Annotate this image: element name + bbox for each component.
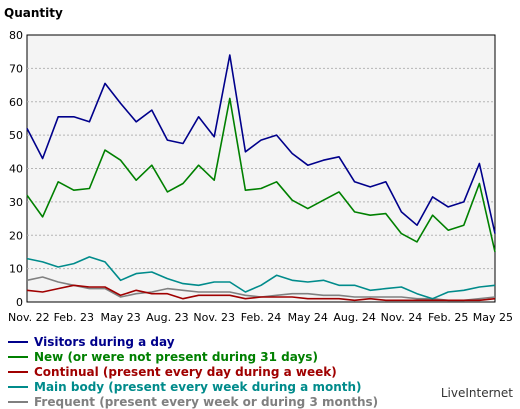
y-tick-label: 80 xyxy=(9,29,23,42)
x-tick-label: Aug. 24 xyxy=(333,311,375,324)
y-axis-title: Quantity xyxy=(4,6,63,20)
legend-swatch-continual xyxy=(8,370,28,373)
x-tick-label: Nov. 24 xyxy=(381,311,423,324)
legend-swatch-main-body xyxy=(8,385,28,388)
y-tick-label: 50 xyxy=(9,129,23,142)
legend-label-frequent: Frequent (present every week or during 3… xyxy=(34,394,379,409)
x-tick-label: Nov. 22 xyxy=(8,311,50,324)
legend-item-main-body: Main body (present every week during a m… xyxy=(8,379,388,394)
series-line-1 xyxy=(26,97,496,253)
y-tick-label: 0 xyxy=(16,296,23,309)
x-tick-label: Feb. 23 xyxy=(54,311,94,324)
series-line-0 xyxy=(26,54,496,234)
series-lines xyxy=(26,54,496,302)
legend-label-visitors: Visitors during a day xyxy=(34,334,175,349)
legend-item-visitors: Visitors during a day xyxy=(8,334,388,349)
series-line-3 xyxy=(26,256,496,300)
x-tick-label: Aug. 23 xyxy=(146,311,188,324)
legend-label-new: New (or were not present during 31 days) xyxy=(34,349,318,364)
y-tick-label: 70 xyxy=(9,62,23,75)
y-tick-label: 30 xyxy=(9,196,23,209)
x-axis-ticks: Nov. 22 Feb. 23 May 23 Aug. 23 Nov. 23 Feb. 2… xyxy=(8,311,513,324)
y-axis-ticks: 0 10 20 30 40 50 60 70 80 xyxy=(9,29,23,309)
x-tick-label: Feb. 25 xyxy=(428,311,468,324)
legend-swatch-visitors xyxy=(8,340,28,343)
legend-swatch-frequent xyxy=(8,400,28,403)
x-tick-label: May 23 xyxy=(100,311,140,324)
legend-swatch-new xyxy=(8,355,28,358)
legend-item-new: New (or were not present during 31 days) xyxy=(8,349,388,364)
series-line-2 xyxy=(26,284,496,302)
y-tick-label: 10 xyxy=(9,263,23,276)
y-tick-label: 60 xyxy=(9,96,23,109)
gridlines xyxy=(27,67,495,270)
legend: Visitors during a day New (or were not p… xyxy=(8,334,388,409)
legend-label-main-body: Main body (present every week during a m… xyxy=(34,379,362,394)
brand-label: LiveInternet xyxy=(440,386,513,400)
legend-item-continual: Continual (present every day during a we… xyxy=(8,364,388,379)
x-tick-label: Nov. 23 xyxy=(193,311,235,324)
legend-label-continual: Continual (present every day during a we… xyxy=(34,364,337,379)
x-tick-label: May 24 xyxy=(288,311,328,324)
line-chart: Quantity 0 10 20 30 40 50 60 70 80 Nov. 22 Feb. 2… xyxy=(4,6,513,324)
x-tick-label: May 25 xyxy=(473,311,513,324)
x-tick-label: Feb. 24 xyxy=(241,311,281,324)
legend-item-frequent: Frequent (present every week or during 3… xyxy=(8,394,388,409)
y-tick-label: 40 xyxy=(9,163,23,176)
y-tick-label: 20 xyxy=(9,229,23,242)
